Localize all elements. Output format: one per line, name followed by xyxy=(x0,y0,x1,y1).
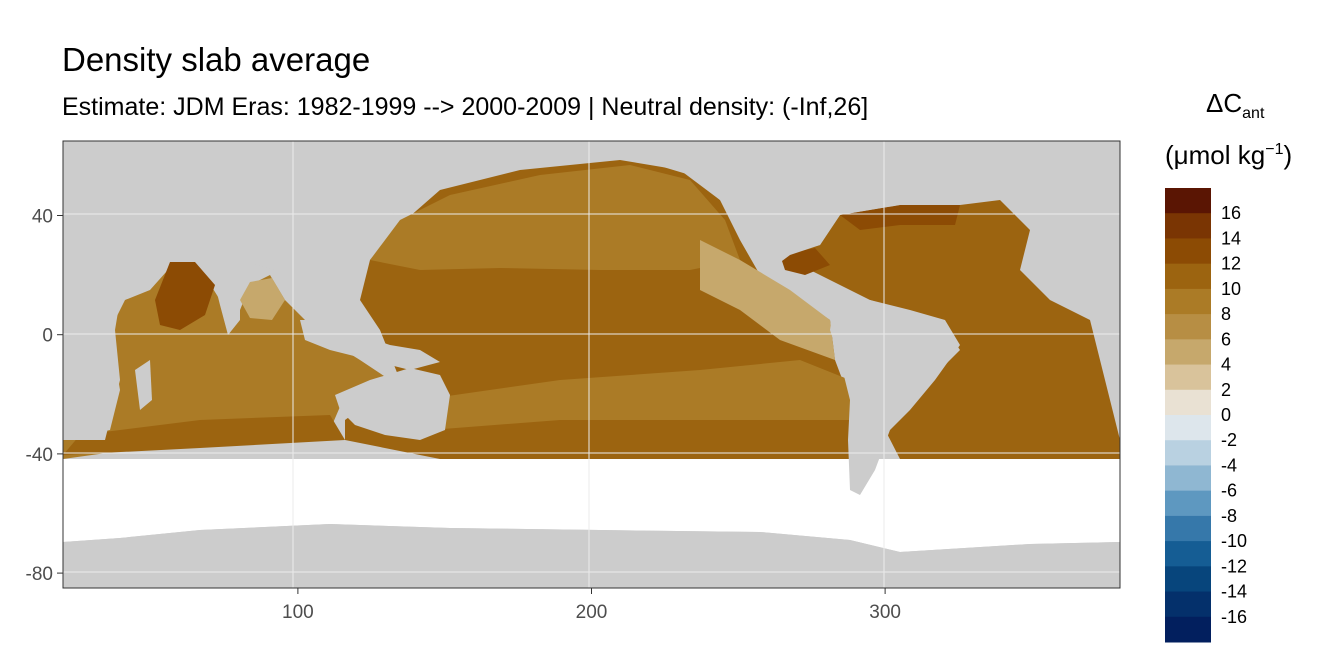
legend-swatch xyxy=(1165,339,1211,366)
ocean-south-pacific-band xyxy=(420,360,850,430)
ocean-bay-of-bengal xyxy=(240,278,285,320)
land-africa xyxy=(63,141,150,440)
land-india xyxy=(215,280,240,335)
legend-label: -6 xyxy=(1221,481,1237,501)
legend-label: 6 xyxy=(1221,329,1231,349)
legend-label: 8 xyxy=(1221,304,1231,324)
legend-label: -2 xyxy=(1221,430,1237,450)
legend-title: ΔCant xyxy=(1206,88,1265,122)
y-tick-label: -80 xyxy=(26,564,53,585)
legend-swatch xyxy=(1165,440,1211,466)
legend-label: 14 xyxy=(1221,228,1241,248)
legend-swatch xyxy=(1165,515,1211,542)
chart-title: Density slab average xyxy=(62,41,371,78)
legend-label: 0 xyxy=(1221,405,1231,425)
ocean-north-pacific xyxy=(370,165,740,270)
legend-swatch xyxy=(1165,415,1211,441)
legend-swatch xyxy=(1165,465,1211,492)
legend-labels: 16 14 12 10 8 6 4 2 0 -2 -4 -6 -8 -10 -12 -14 -16 xyxy=(1221,203,1247,627)
legend-swatch xyxy=(1165,364,1211,391)
legend-label: -12 xyxy=(1221,556,1247,576)
legend-unit-close: ) xyxy=(1283,140,1292,170)
gridlines xyxy=(63,141,1120,588)
legend-unit-text: (μmol kg xyxy=(1165,140,1265,170)
x-tick-label: 300 xyxy=(869,602,901,623)
y-tick-label: 0 xyxy=(42,326,53,347)
x-tick-label: 200 xyxy=(576,602,608,623)
legend-label: -10 xyxy=(1221,531,1247,551)
land-madagascar xyxy=(135,360,152,410)
ocean-arabian-sea xyxy=(155,262,215,330)
legend-swatch xyxy=(1165,213,1211,239)
land-north-america xyxy=(580,141,1000,270)
x-axis: 100 200 300 xyxy=(282,588,901,623)
legend-label: 12 xyxy=(1221,254,1241,274)
legend-title-main: ΔC xyxy=(1206,88,1242,118)
legend-label: -16 xyxy=(1221,607,1247,627)
legend-label: 10 xyxy=(1221,279,1241,299)
legend-swatch xyxy=(1165,616,1211,643)
legend-label: 2 xyxy=(1221,380,1231,400)
legend-swatch xyxy=(1165,566,1211,593)
legend-swatch xyxy=(1165,591,1211,618)
legend-title-sub: ant xyxy=(1242,105,1265,122)
y-tick-label: 40 xyxy=(32,207,53,228)
ocean-labrador-sea xyxy=(840,205,960,230)
legend-swatch xyxy=(1165,490,1211,517)
legend-label: 16 xyxy=(1221,203,1241,223)
legend-swatches xyxy=(1165,188,1211,643)
ocean-east-pacific xyxy=(700,240,835,360)
ocean-indian xyxy=(63,262,390,459)
legend-swatch xyxy=(1165,263,1211,290)
legend-swatch xyxy=(1165,188,1211,214)
legend-swatch xyxy=(1165,238,1211,265)
ocean-south-indian xyxy=(63,415,345,455)
legend-label: -8 xyxy=(1221,506,1237,526)
land-asia xyxy=(140,141,560,305)
chart-subtitle: Estimate: JDM Eras: 1982-1999 --> 2000-2… xyxy=(62,93,869,121)
legend-swatch xyxy=(1165,288,1211,315)
legend-label: -14 xyxy=(1221,582,1247,602)
land-australia xyxy=(335,368,450,440)
legend-swatch xyxy=(1165,314,1211,340)
y-tick-label: -40 xyxy=(26,445,53,466)
legend: ΔCant (μmol kg−1) 16 14 12 10 8 6 4 2 0 -2 -4 -6 -8 -… xyxy=(1165,88,1292,643)
ocean-gulf-of-mexico xyxy=(780,248,830,275)
legend-label: -4 xyxy=(1221,455,1237,475)
land-south-america xyxy=(830,300,960,495)
legend-unit: (μmol kg−1) xyxy=(1165,140,1292,170)
legend-swatch xyxy=(1165,389,1211,416)
y-axis: 40 0 -40 -80 xyxy=(26,207,63,585)
x-tick-label: 100 xyxy=(282,602,314,623)
legend-unit-sup: −1 xyxy=(1265,141,1283,158)
land-maritime-continent xyxy=(300,320,440,370)
legend-swatch xyxy=(1165,541,1211,567)
legend-label: 4 xyxy=(1221,355,1231,375)
land-europe xyxy=(1030,141,1120,300)
